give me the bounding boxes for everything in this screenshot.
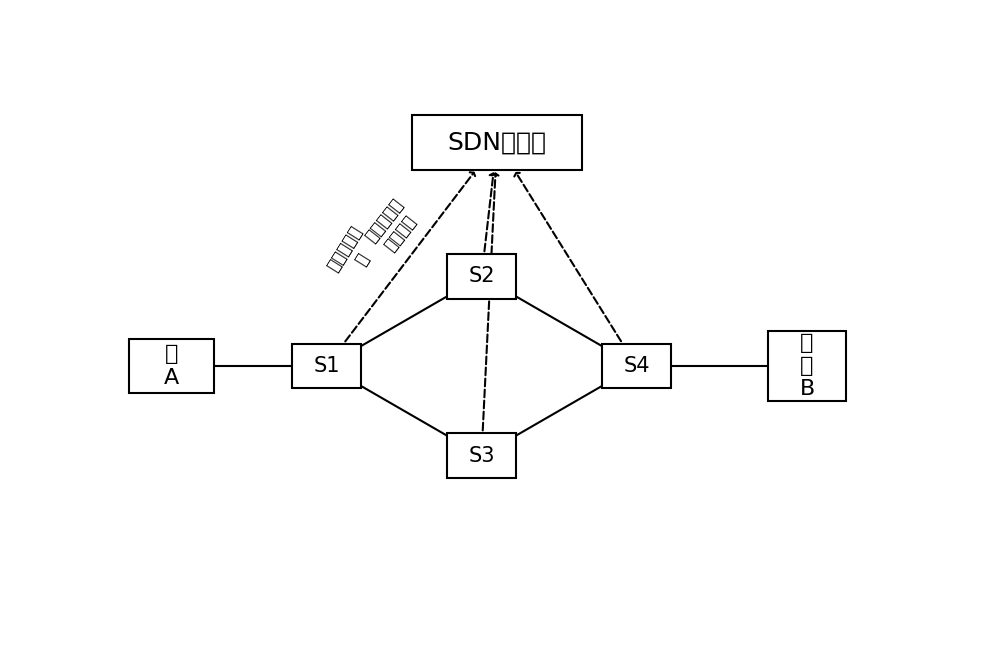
Text: S3: S3 xyxy=(468,446,495,466)
Text: S1: S1 xyxy=(313,356,340,376)
FancyBboxPatch shape xyxy=(602,344,671,388)
FancyBboxPatch shape xyxy=(447,433,516,478)
FancyBboxPatch shape xyxy=(292,344,361,388)
Text: SDN控制器: SDN控制器 xyxy=(448,130,546,154)
FancyBboxPatch shape xyxy=(412,115,582,169)
Text: S2: S2 xyxy=(468,267,495,286)
FancyBboxPatch shape xyxy=(768,331,846,401)
FancyBboxPatch shape xyxy=(447,254,516,299)
Text: 下发流表和
路由信息: 下发流表和 路由信息 xyxy=(362,195,423,258)
Text: 目
的
B: 目 的 B xyxy=(799,333,815,399)
FancyBboxPatch shape xyxy=(129,339,214,393)
Text: S4: S4 xyxy=(623,356,650,376)
Text: 源
A: 源 A xyxy=(164,344,179,388)
Text: 上传链路信
息: 上传链路信 息 xyxy=(324,223,383,286)
